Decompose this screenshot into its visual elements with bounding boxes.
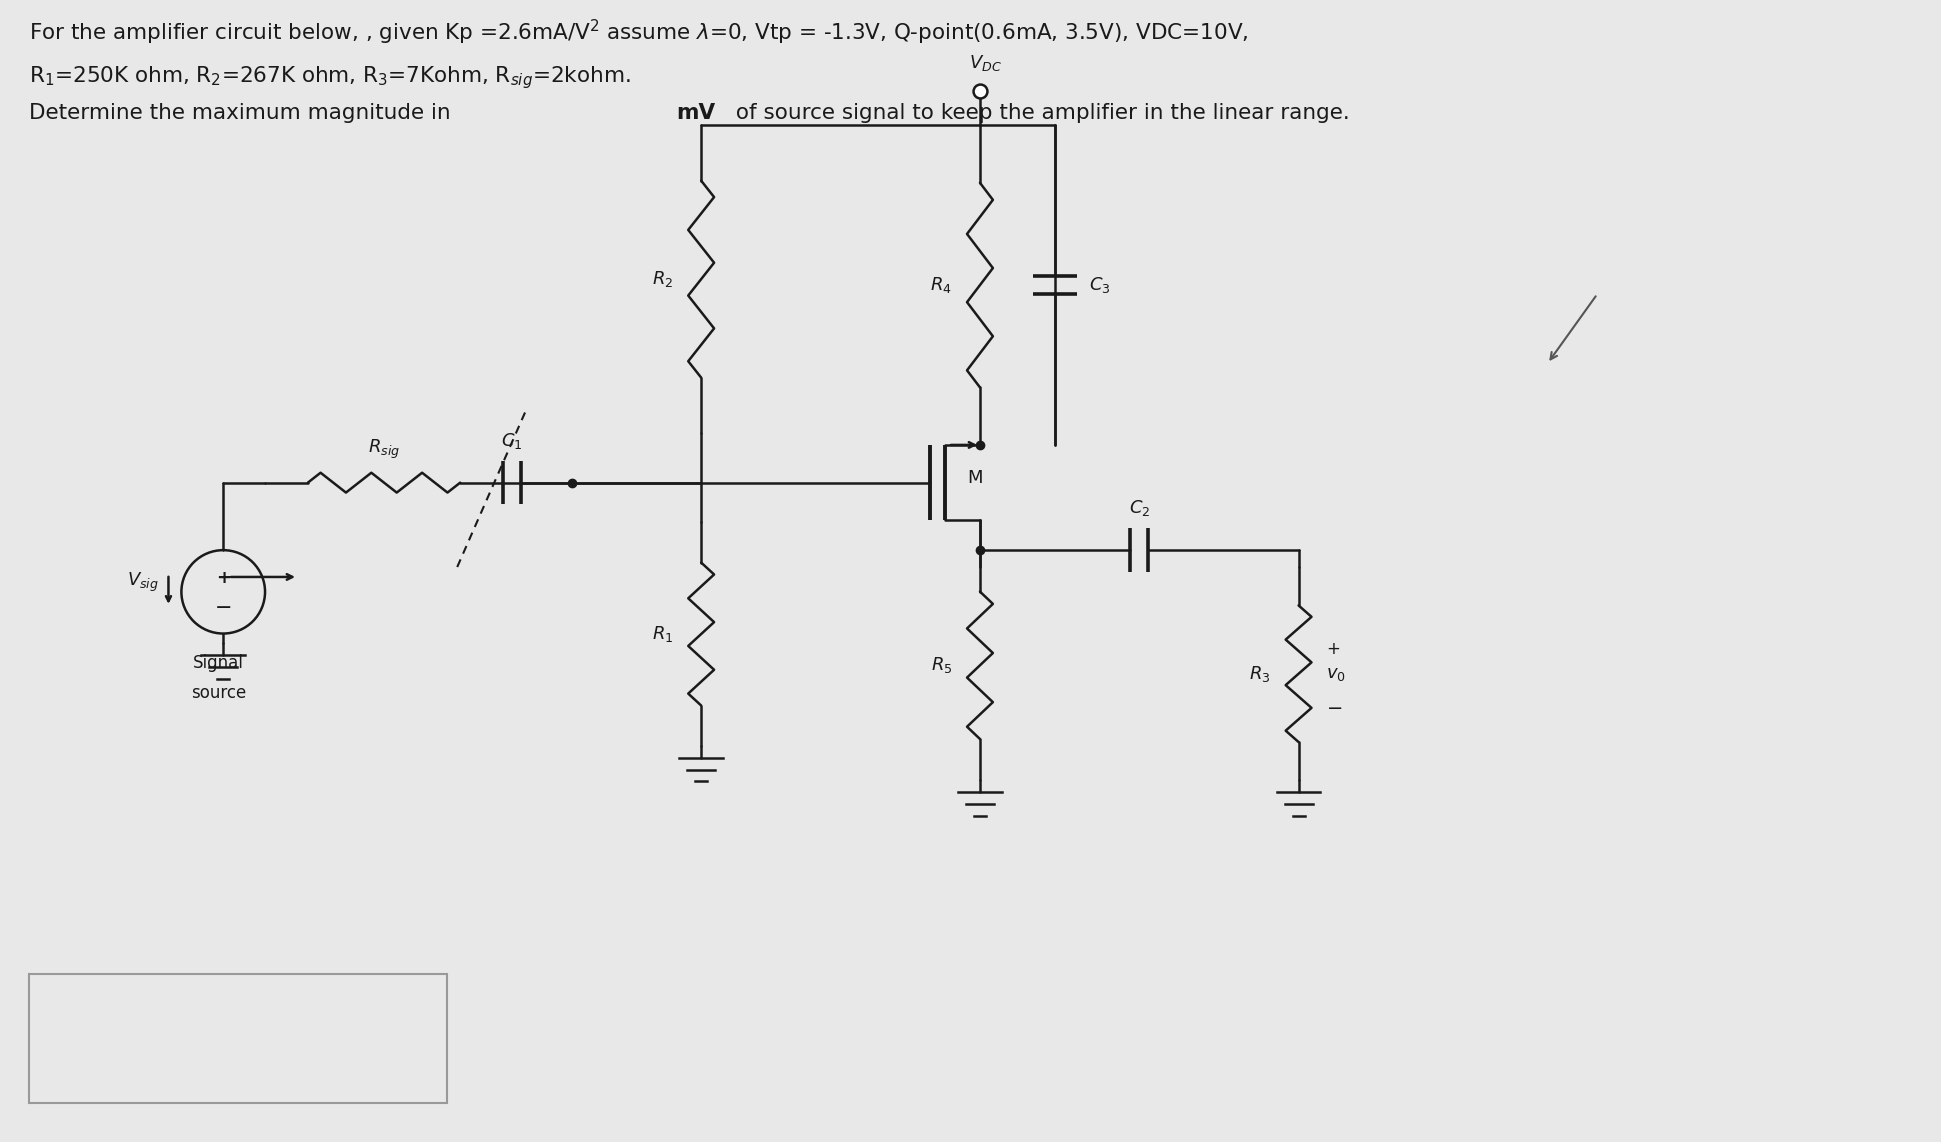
Text: −: − <box>214 597 233 618</box>
Text: $V_{DC}$: $V_{DC}$ <box>969 53 1002 73</box>
Text: Signal: Signal <box>192 654 245 673</box>
Text: M: M <box>967 468 982 486</box>
Text: $R_1$: $R_1$ <box>652 624 674 644</box>
Text: $R_4$: $R_4$ <box>930 275 953 295</box>
Text: +: + <box>1326 640 1341 658</box>
Text: R$_1$=250K ohm, R$_2$=267K ohm, R$_3$=7Kohm, R$_{sig}$=2kohm.: R$_1$=250K ohm, R$_2$=267K ohm, R$_3$=7K… <box>29 64 631 90</box>
Text: $C_2$: $C_2$ <box>1128 498 1149 518</box>
FancyBboxPatch shape <box>29 974 446 1103</box>
Text: $R_{sig}$: $R_{sig}$ <box>369 437 400 461</box>
Text: $C_3$: $C_3$ <box>1089 275 1110 295</box>
Text: $R_5$: $R_5$ <box>930 656 953 675</box>
Text: $V_{sig}$: $V_{sig}$ <box>126 570 159 594</box>
Text: $v_0$: $v_0$ <box>1326 665 1347 683</box>
Text: −: − <box>1326 699 1343 718</box>
Text: For the amplifier circuit below, , given Kp =2.6mA/V$^2$ assume $\lambda$=0, Vtp: For the amplifier circuit below, , given… <box>29 18 1248 47</box>
Text: of source signal to keep the amplifier in the linear range.: of source signal to keep the amplifier i… <box>730 104 1349 123</box>
Text: $C_1$: $C_1$ <box>501 431 522 451</box>
Text: mV: mV <box>675 104 716 123</box>
Text: $R_2$: $R_2$ <box>652 270 674 289</box>
Text: source: source <box>190 684 247 702</box>
Text: Determine the maximum magnitude in: Determine the maximum magnitude in <box>29 104 458 123</box>
Text: $R_3$: $R_3$ <box>1250 664 1271 684</box>
Text: +: + <box>215 569 231 587</box>
